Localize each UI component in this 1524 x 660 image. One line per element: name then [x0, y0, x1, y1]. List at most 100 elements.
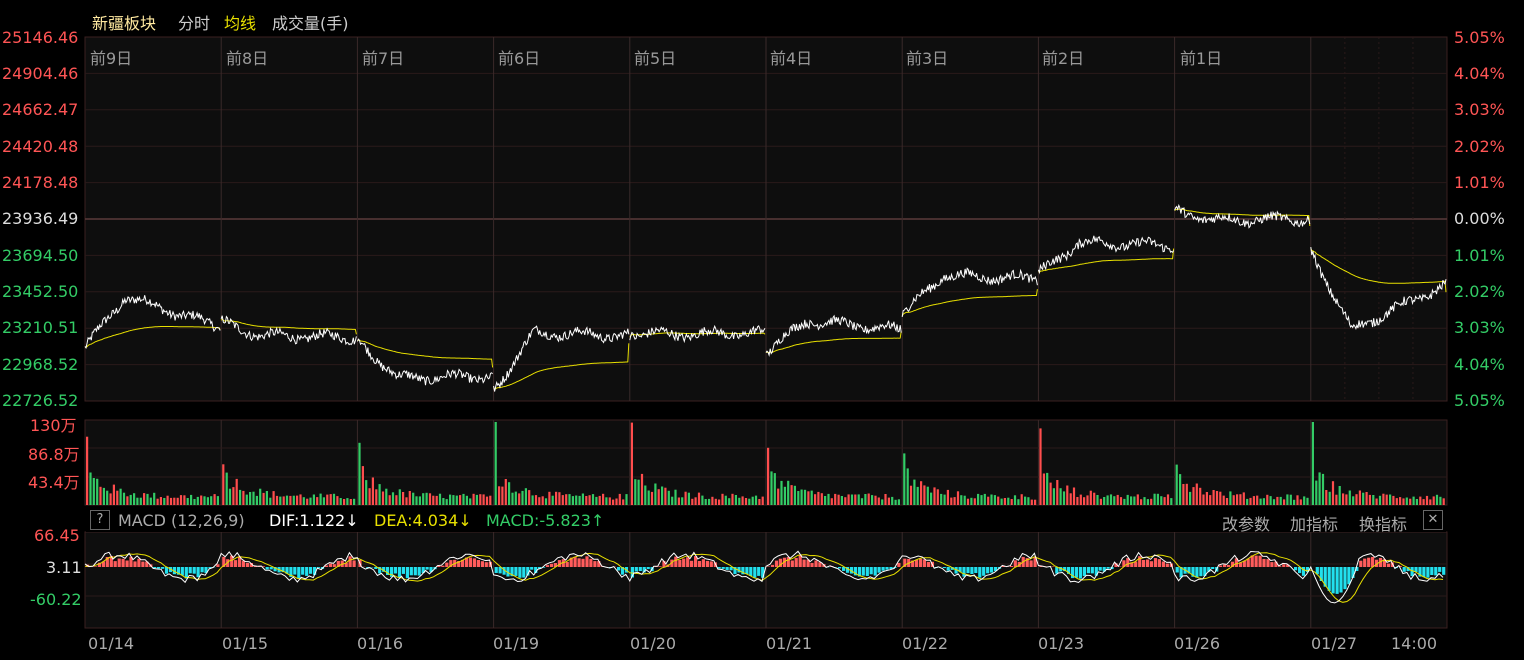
- volume-bar: [1175, 464, 1178, 505]
- switch-indicator-button[interactable]: 换指标: [1359, 515, 1408, 534]
- volume-bar: [860, 498, 864, 505]
- volume-bar: [810, 490, 813, 505]
- volume-bar: [777, 488, 780, 505]
- volume-bar: [1345, 494, 1348, 505]
- volume-bar: [279, 496, 282, 505]
- volume-bar: [1389, 494, 1392, 505]
- volume-bar: [581, 493, 584, 505]
- volume-bar: [1086, 495, 1089, 505]
- volume-bar: [275, 495, 279, 505]
- volume-bar: [415, 496, 418, 505]
- pct-tick: 2.02%: [1454, 282, 1505, 301]
- day-header: 前8日: [226, 49, 269, 68]
- volume-bar: [950, 497, 953, 505]
- avg-line-day: [493, 343, 630, 390]
- macd-bar: [1126, 558, 1130, 567]
- volume-bar: [129, 494, 132, 505]
- tab-volume[interactable]: 成交量(手): [272, 14, 349, 33]
- macd-bar: [200, 567, 204, 573]
- add-indicator-button[interactable]: 加指标: [1290, 515, 1339, 534]
- volume-bar: [1219, 491, 1222, 505]
- volume-bar: [385, 488, 388, 505]
- macd-bar: [1278, 566, 1282, 567]
- macd-bar: [617, 567, 621, 571]
- change-params-button[interactable]: 改参数: [1222, 515, 1271, 534]
- tab-avg-line[interactable]: 均线: [224, 14, 257, 33]
- macd-bar: [172, 567, 176, 575]
- volume-bar: [748, 498, 751, 505]
- volume-bar: [1103, 497, 1106, 505]
- macd-bar: [853, 567, 857, 576]
- volume-bar: [1003, 498, 1006, 505]
- volume-bar: [847, 494, 850, 505]
- volume-bar: [605, 497, 608, 505]
- macd-bar: [285, 567, 289, 574]
- price-tick: 23452.50: [2, 282, 79, 301]
- volume-bar: [213, 494, 216, 505]
- volume-bar: [874, 495, 877, 505]
- macd-bar: [1219, 565, 1223, 567]
- volume-bar: [909, 485, 913, 505]
- macd-bar: [849, 567, 854, 574]
- macd-bar: [861, 567, 865, 576]
- volume-bar: [312, 494, 315, 505]
- volume-bar: [531, 495, 534, 505]
- macd-bar: [865, 567, 869, 576]
- macd-bar: [137, 558, 141, 567]
- volume-bar: [479, 494, 482, 505]
- macd-bar: [234, 560, 238, 567]
- volume-bar: [1192, 487, 1195, 505]
- volume-bar: [634, 479, 637, 505]
- volume-bar: [1046, 472, 1049, 505]
- volume-bar: [854, 494, 857, 505]
- volume-bar: [146, 493, 149, 505]
- price-tick: 25146.46: [2, 28, 79, 47]
- volume-bar: [803, 489, 807, 505]
- volume-bar: [1209, 495, 1212, 505]
- volume-bar: [1335, 494, 1338, 505]
- macd-bar: [480, 561, 484, 567]
- macd-dea: DEA:4.034↓: [374, 511, 472, 530]
- volume-bar: [973, 498, 976, 505]
- volume-bar: [86, 436, 89, 505]
- macd-bar: [216, 564, 220, 567]
- volume-bar: [820, 493, 823, 505]
- close-icon[interactable]: ✕: [1423, 510, 1443, 530]
- volume-bar: [1272, 499, 1276, 505]
- macd-bar: [1426, 567, 1430, 578]
- macd-bar: [1371, 557, 1375, 567]
- sector-title: 新疆板块: [92, 14, 157, 33]
- macd-bar: [409, 567, 413, 576]
- macd-bar: [1195, 567, 1199, 578]
- volume-bar: [405, 497, 408, 505]
- avg-line-day: [1174, 208, 1311, 227]
- macd-bar: [324, 565, 328, 567]
- volume-bar: [864, 494, 867, 505]
- volume-bar: [485, 496, 489, 505]
- macd-bar: [1146, 559, 1150, 567]
- macd-bar: [1238, 562, 1242, 567]
- volume-bar: [462, 493, 465, 505]
- macd-bar: [1118, 566, 1122, 567]
- macd-bar: [1234, 558, 1238, 567]
- macd-bar: [97, 562, 101, 567]
- macd-bar: [678, 560, 682, 567]
- macd-bar: [770, 564, 775, 567]
- macd-bar: [717, 567, 721, 569]
- volume-bar: [647, 490, 650, 505]
- volume-bar: [578, 495, 581, 505]
- macd-bar: [810, 562, 814, 567]
- volume-bar: [193, 499, 196, 505]
- volume-bar: [126, 496, 129, 505]
- macd-bar: [476, 560, 480, 567]
- help-icon[interactable]: ?: [90, 510, 110, 530]
- volume-bar: [824, 496, 827, 505]
- volume-bar: [538, 497, 541, 505]
- macd-name[interactable]: MACD (12,26,9): [118, 511, 245, 530]
- tab-fenshi[interactable]: 分时: [178, 14, 211, 33]
- volume-bar: [272, 491, 275, 505]
- volume-bar: [1269, 496, 1272, 505]
- date-tick: 01/19: [493, 634, 540, 653]
- macd-bar: [897, 562, 901, 567]
